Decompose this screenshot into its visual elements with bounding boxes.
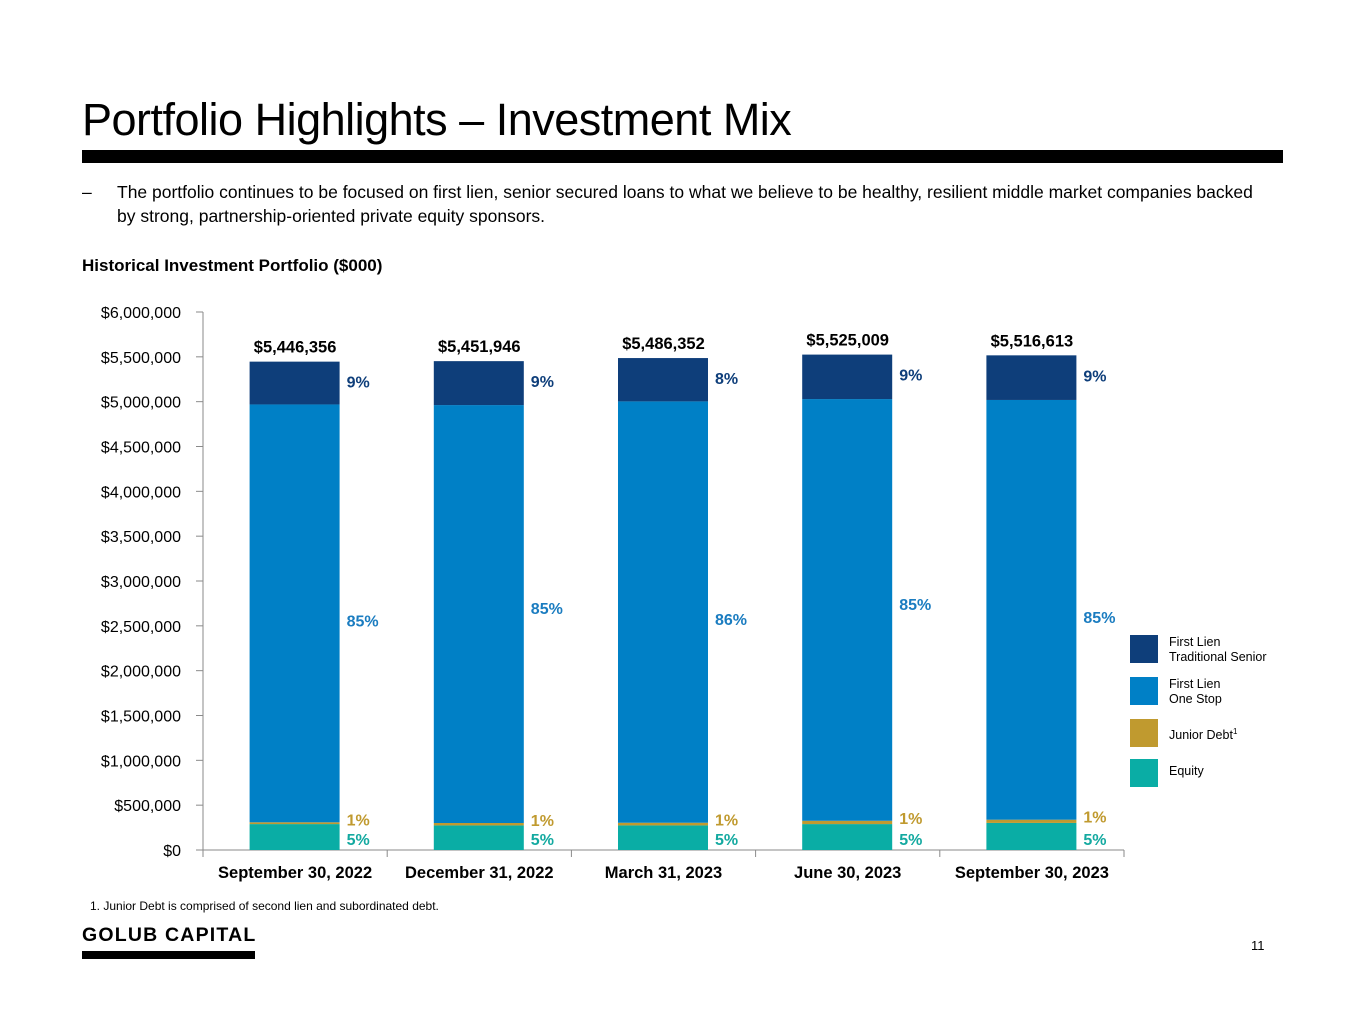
bar-segment	[802, 824, 893, 850]
percent-label-traditional-senior: 9%	[347, 375, 370, 392]
percent-label-traditional-senior: 8%	[715, 371, 738, 388]
y-tick-label: $6,000,000	[101, 305, 181, 322]
percent-label-equity: 5%	[899, 832, 922, 849]
percent-label-junior-debt: 1%	[531, 813, 554, 830]
x-category-label: September 30, 2022	[218, 864, 372, 882]
bar-segment	[802, 820, 893, 825]
chart-title: Historical Investment Portfolio ($000)	[82, 256, 383, 275]
legend-item-first-lien-traditional-senior: First Lien Traditional Senior	[1130, 630, 1300, 666]
legend-swatch	[1130, 635, 1158, 663]
legend-swatch	[1130, 677, 1158, 705]
y-tick-label: $3,000,000	[101, 574, 181, 591]
bar-segment	[249, 824, 340, 850]
y-tick-label: $2,500,000	[101, 619, 181, 636]
bar-segment	[986, 399, 1077, 820]
y-tick-label: $4,000,000	[101, 484, 181, 501]
y-tick-label: $2,000,000	[101, 664, 181, 681]
bar-segment	[986, 822, 1077, 850]
legend-label: First Lien Traditional Senior	[1169, 635, 1267, 664]
legend-item-junior-debt: Junior Debt1	[1130, 714, 1300, 750]
bar-segment	[802, 399, 893, 821]
percent-label-junior-debt: 1%	[1083, 810, 1106, 827]
y-tick-label: $3,500,000	[101, 529, 181, 546]
page-title: Portfolio Highlights – Investment Mix	[82, 94, 792, 145]
percent-label-traditional-senior: 9%	[531, 374, 554, 391]
y-tick-label: $500,000	[114, 798, 181, 815]
bar-segment	[986, 355, 1077, 400]
bar-segment	[618, 822, 708, 826]
percent-label-one-stop: 85%	[899, 597, 931, 614]
legend-label-text: Junior Debt	[1169, 728, 1233, 743]
legend-label: First Lien One Stop	[1169, 677, 1222, 706]
x-category-label: March 31, 2023	[605, 864, 722, 882]
bar-segment	[433, 361, 524, 406]
legend-swatch	[1130, 719, 1158, 747]
bar-segment	[249, 822, 340, 825]
title-divider	[82, 150, 1283, 163]
percent-label-equity: 5%	[347, 832, 370, 849]
percent-label-one-stop: 85%	[347, 613, 379, 630]
bar-segment	[433, 823, 524, 826]
x-category-label: June 30, 2023	[794, 864, 901, 882]
percent-label-traditional-senior: 9%	[1083, 368, 1106, 385]
bar-segment	[433, 405, 524, 824]
bar-segment	[618, 401, 708, 823]
percent-label-junior-debt: 1%	[347, 812, 370, 829]
y-tick-label: $4,500,000	[101, 440, 181, 457]
y-tick-label: $5,500,000	[101, 350, 181, 367]
footnote: 1. Junior Debt is comprised of second li…	[90, 899, 439, 913]
bullet-text: The portfolio continues to be focused on…	[117, 182, 1253, 226]
bar-segment	[433, 825, 524, 850]
y-tick-label: $1,500,000	[101, 709, 181, 726]
footnote-marker: 1	[1232, 727, 1238, 736]
bar-segment	[802, 354, 893, 400]
legend-swatch	[1130, 759, 1158, 787]
bar-segment	[618, 825, 708, 850]
page-number: 11	[1251, 938, 1265, 953]
percent-label-junior-debt: 1%	[899, 811, 922, 828]
percent-label-one-stop: 86%	[715, 612, 747, 629]
stacked-bar-chart: $0 $500,000 $1,000,000 $1,500,000 $2,000,000…	[101, 305, 1125, 882]
bar-total-label: $5,516,613	[991, 332, 1074, 350]
x-category-label: September 30, 2023	[955, 864, 1109, 882]
y-tick-label: $0	[163, 843, 181, 860]
x-category-label: December 31, 2022	[405, 864, 554, 882]
percent-label-equity: 5%	[1083, 832, 1106, 849]
legend-item-first-lien-one-stop: First Lien One Stop	[1130, 672, 1300, 708]
percent-label-junior-debt: 1%	[715, 813, 738, 830]
legend-label: Junior Debt1	[1169, 724, 1299, 743]
bar-total-label: $5,451,946	[438, 338, 521, 356]
bar-total-label: $5,446,356	[254, 339, 337, 357]
logo-underline	[82, 951, 255, 959]
y-tick-label: $5,000,000	[101, 395, 181, 412]
bar-segment	[249, 404, 340, 823]
bullet-dash: –	[82, 182, 92, 202]
bar-total-label: $5,486,352	[622, 335, 705, 353]
percent-label-one-stop: 85%	[1083, 610, 1115, 627]
bar-segment	[618, 358, 708, 402]
intro-bullet: – The portfolio continues to be focused …	[82, 180, 1272, 228]
legend-label: Equity	[1169, 764, 1204, 778]
percent-label-traditional-senior: 9%	[899, 368, 922, 385]
y-tick-label: $1,000,000	[101, 753, 181, 770]
legend-item-equity: Equity	[1130, 754, 1300, 790]
company-logo: GOLUB CAPITAL	[82, 924, 257, 946]
percent-label-equity: 5%	[715, 832, 738, 849]
bar-segment	[249, 361, 340, 405]
percent-label-equity: 5%	[531, 832, 554, 849]
bar-segment	[986, 819, 1077, 823]
percent-label-one-stop: 85%	[531, 601, 563, 618]
bar-total-label: $5,525,009	[806, 332, 889, 350]
